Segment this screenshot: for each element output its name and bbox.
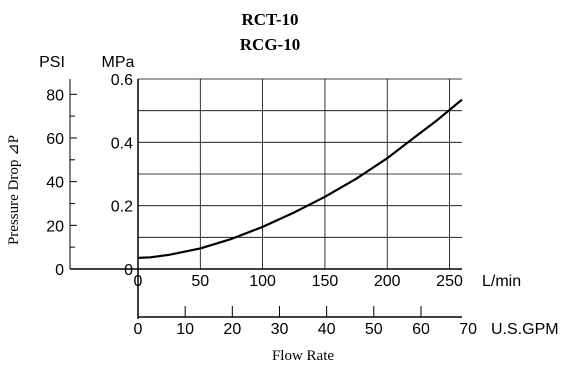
lmin-tick-label: 150 bbox=[312, 273, 339, 290]
gpm-unit-label: U.S.GPM bbox=[491, 321, 559, 338]
gpm-tick-label: 10 bbox=[176, 321, 194, 338]
chart-title: RCT-10 bbox=[242, 10, 299, 29]
psi-tick-label: 40 bbox=[46, 175, 64, 192]
psi-unit-label: PSI bbox=[39, 54, 65, 71]
gpm-tick-label: 40 bbox=[318, 321, 336, 338]
mpa-tick-label: 0.2 bbox=[111, 199, 133, 216]
lmin-tick-label: 200 bbox=[374, 273, 401, 290]
gpm-tick-label: 50 bbox=[365, 321, 383, 338]
x-axis-title: Flow Rate bbox=[272, 348, 334, 364]
psi-tick-label: 20 bbox=[46, 218, 64, 235]
mpa-unit-label: MPa bbox=[102, 54, 135, 71]
lmin-tick-label: 250 bbox=[436, 273, 463, 290]
chart-subtitle: RCG-10 bbox=[240, 35, 300, 54]
psi-axis: 0 20 40 60 80 bbox=[46, 87, 77, 279]
psi-tick-label: 80 bbox=[46, 87, 64, 104]
gpm-tick-label: 60 bbox=[412, 321, 430, 338]
mpa-axis: 0 0.2 0.4 0.6 bbox=[111, 72, 133, 279]
lmin-tick-label: 0 bbox=[134, 273, 143, 290]
series bbox=[137, 98, 463, 259]
gpm-tick-label: 30 bbox=[271, 321, 289, 338]
pressure-drop-curve bbox=[137, 98, 463, 259]
lmin-tick-label: 100 bbox=[249, 273, 276, 290]
mpa-tick-label: 0.6 bbox=[111, 72, 133, 89]
grid bbox=[138, 78, 462, 269]
mpa-tick-label: 0.4 bbox=[111, 135, 133, 152]
psi-tick-label: 0 bbox=[55, 262, 64, 279]
lmin-tick-label: 50 bbox=[191, 273, 209, 290]
gpm-tick-label: 0 bbox=[134, 321, 143, 338]
mpa-tick-label: 0 bbox=[124, 262, 133, 279]
lmin-unit-label: L/min bbox=[482, 273, 521, 290]
y-axis-title: Pressure Drop ⊿P bbox=[6, 135, 22, 245]
lmin-axis: 0 50 100 150 200 250 bbox=[134, 273, 463, 290]
gpm-tick-label: 70 bbox=[459, 321, 477, 338]
gpm-axis: 0 10 20 30 40 50 60 70 bbox=[134, 306, 477, 338]
psi-tick-label: 60 bbox=[46, 131, 64, 148]
gpm-tick-label: 20 bbox=[223, 321, 241, 338]
axes bbox=[69, 79, 462, 319]
